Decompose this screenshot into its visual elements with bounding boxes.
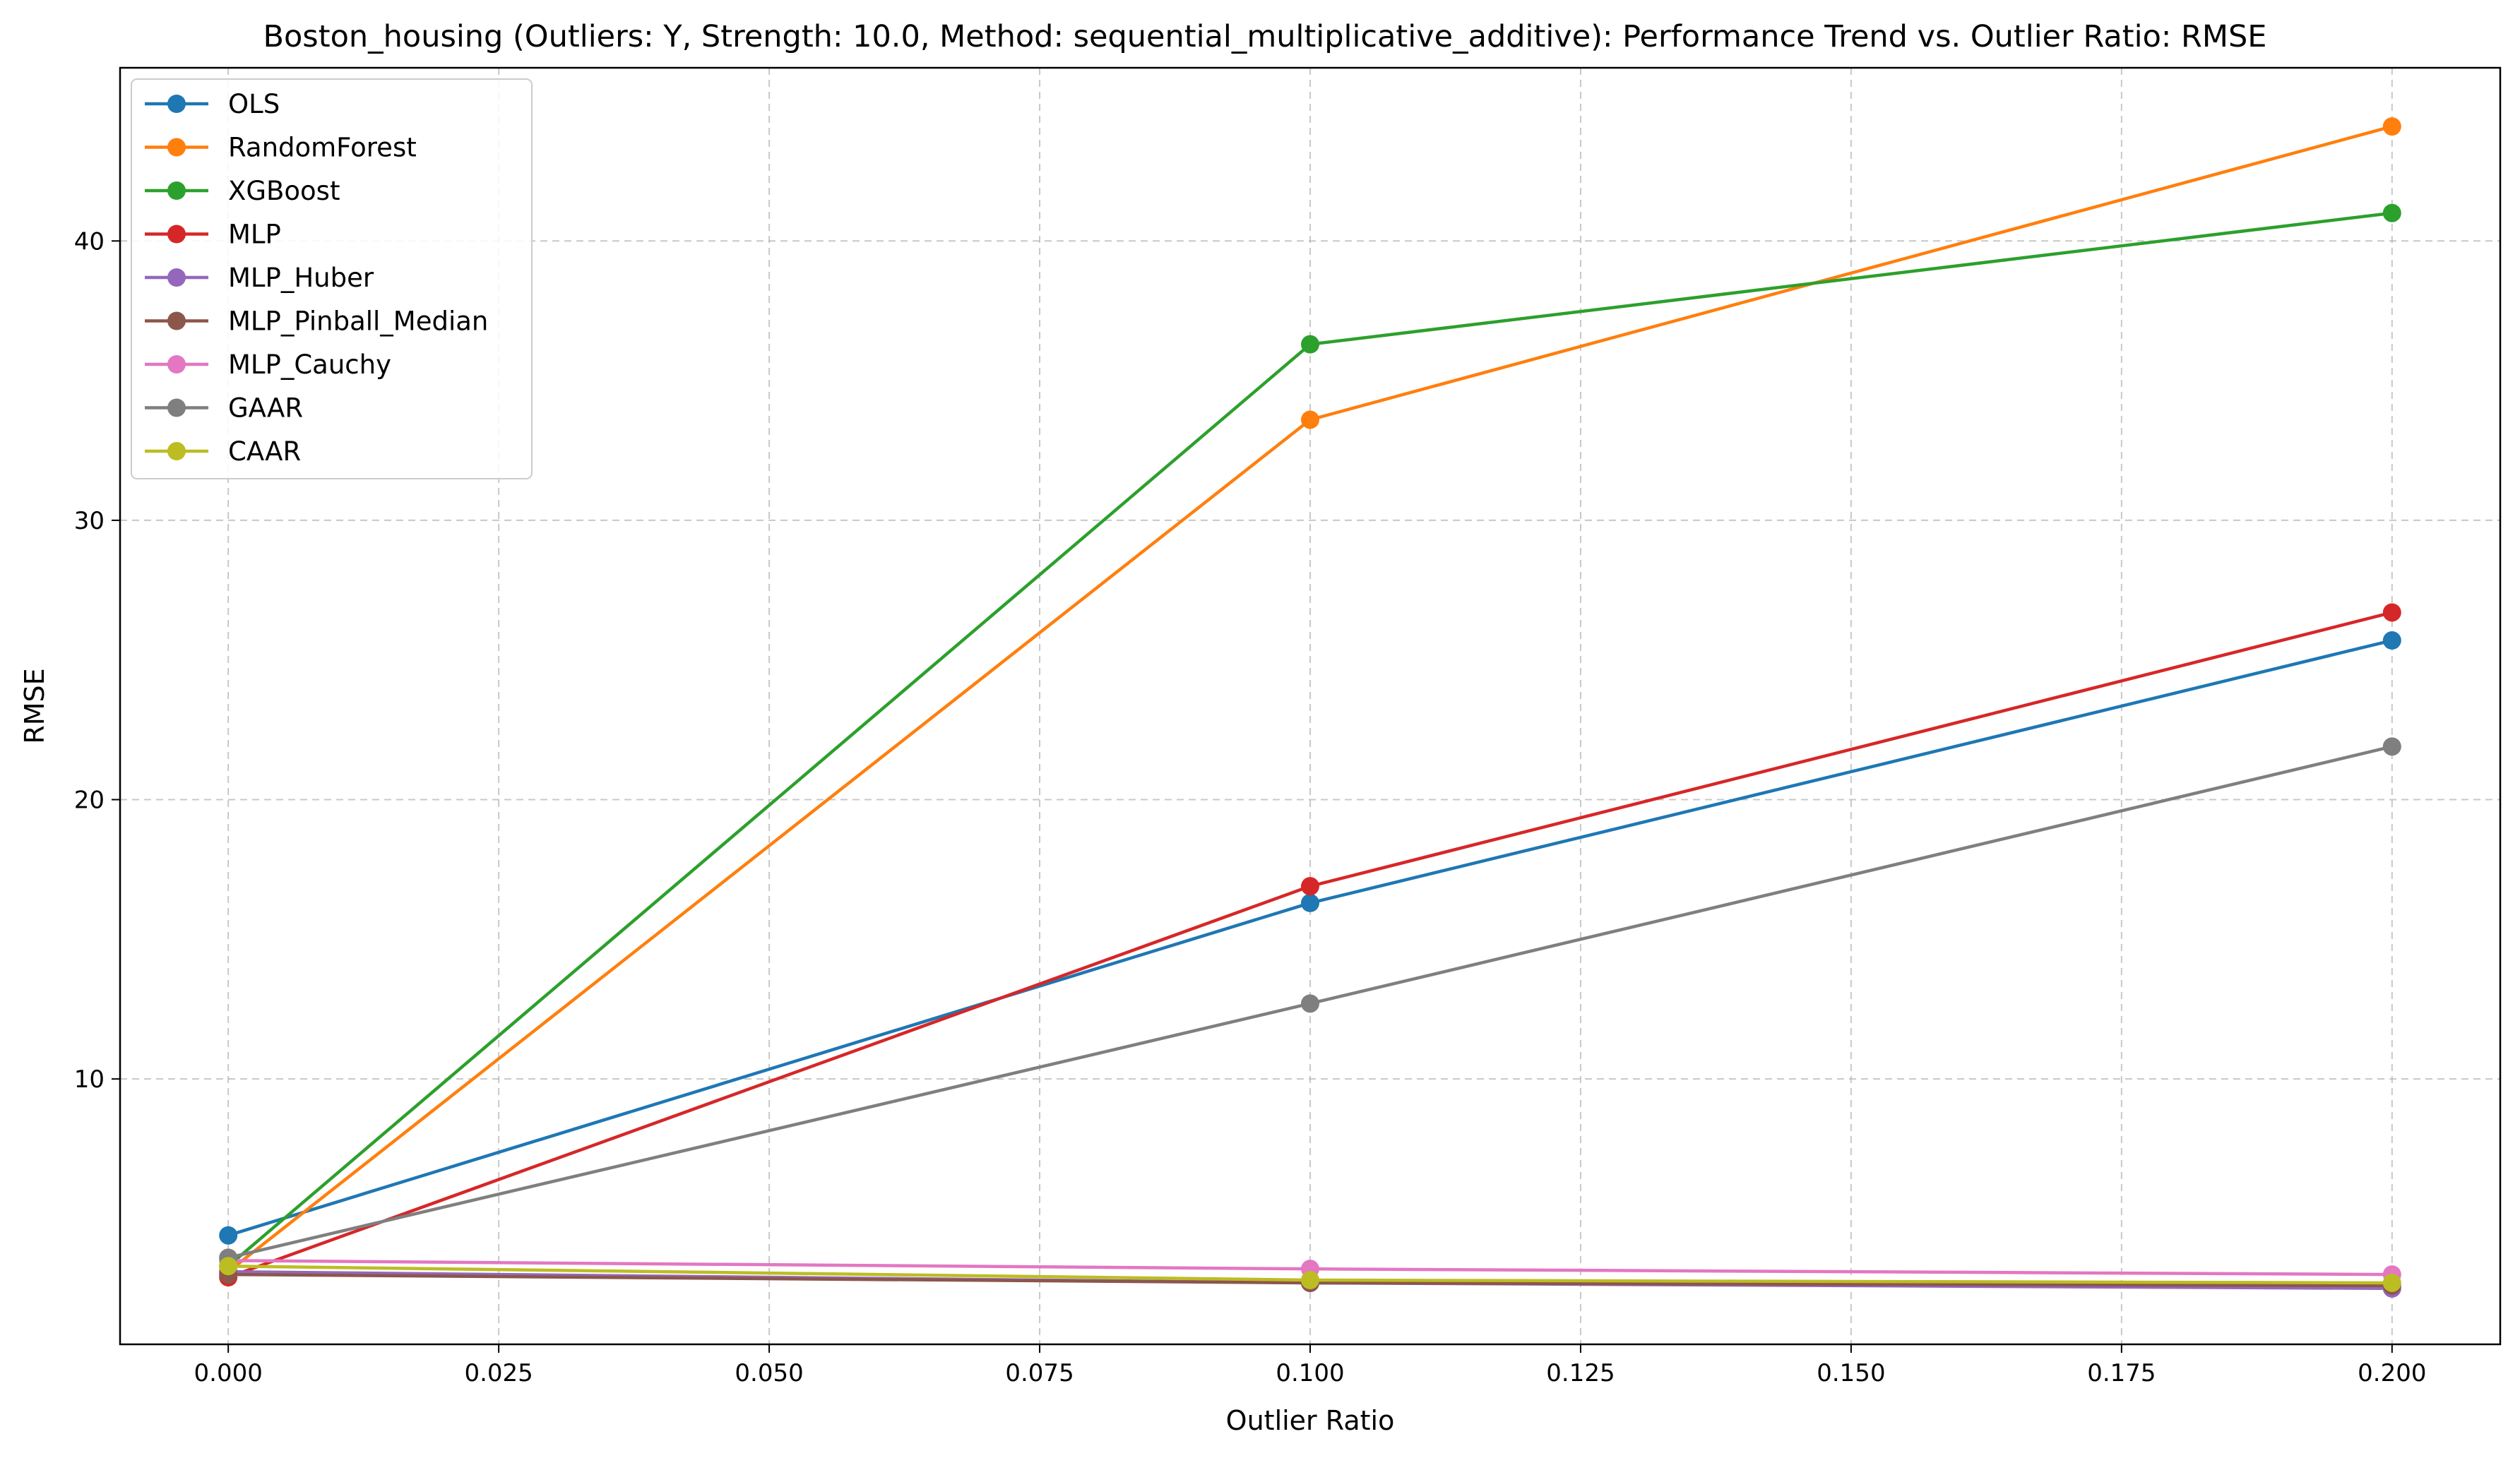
- legend-swatch-marker: [167, 268, 186, 287]
- legend-item-mlp: MLP: [145, 220, 281, 250]
- y-tick-label: 30: [74, 507, 105, 535]
- x-tick-label: 0.150: [1817, 1359, 1885, 1387]
- y-tick-label: 20: [74, 787, 105, 815]
- legend-item-caar: CAAR: [145, 436, 301, 467]
- data-point-randomforest: [2382, 117, 2401, 136]
- legend-swatch-marker: [167, 442, 186, 460]
- legend-item-randomforest: RandomForest: [145, 133, 417, 163]
- data-point-ols: [219, 1226, 238, 1245]
- x-tick-label: 0.025: [464, 1359, 533, 1387]
- legend-label: XGBoost: [228, 176, 340, 206]
- series-caar: [219, 1257, 2401, 1292]
- legend-item-mlp-huber: MLP_Huber: [145, 263, 374, 293]
- x-tick-label: 0.125: [1546, 1359, 1615, 1387]
- x-tick-label: 0.100: [1276, 1359, 1344, 1387]
- x-tick-label: 0.200: [2358, 1359, 2426, 1387]
- data-point-caar: [2382, 1273, 2401, 1292]
- legend-label: MLP_Huber: [228, 263, 374, 293]
- y-tick-label: 10: [74, 1065, 105, 1094]
- x-tick-label: 0.050: [735, 1359, 803, 1387]
- legend-label: RandomForest: [228, 133, 417, 163]
- legend-swatch-marker: [167, 138, 186, 157]
- data-point-gaar: [2382, 737, 2401, 756]
- legend-label: GAAR: [228, 393, 303, 424]
- data-point-ols: [2382, 631, 2401, 650]
- legend-swatch-marker: [167, 181, 186, 200]
- x-tick-label: 0.000: [194, 1359, 263, 1387]
- legend-item-xgboost: XGBoost: [145, 176, 340, 206]
- data-point-mlp: [1301, 877, 1319, 896]
- series-gaar: [219, 737, 2401, 1267]
- x-tick-label: 0.175: [2087, 1359, 2156, 1387]
- y-axis-label: RMSE: [19, 668, 50, 743]
- legend-box: [131, 78, 533, 479]
- legend-swatch-marker: [167, 95, 186, 113]
- legend-label: MLP: [228, 220, 281, 250]
- data-point-mlp: [2382, 603, 2401, 622]
- legend-item-ols: OLS: [145, 89, 280, 119]
- legend-item-mlp-pinball-median: MLP_Pinball_Median: [145, 306, 488, 337]
- series-ols: [219, 631, 2401, 1245]
- legend-label: MLP_Pinball_Median: [228, 306, 488, 337]
- data-point-caar: [219, 1257, 238, 1276]
- data-point-ols: [1301, 893, 1319, 912]
- data-point-gaar: [1301, 994, 1319, 1013]
- legend-swatch-marker: [167, 398, 186, 417]
- legend-swatch-marker: [167, 355, 186, 374]
- legend-label: MLP_Cauchy: [228, 349, 391, 380]
- axis-ticks: 0.000 0.025 0.050 0.075 0.100 0.125 0.150 0.175…: [74, 227, 2427, 1387]
- legend-swatch-marker: [167, 225, 186, 244]
- legend-item-gaar: GAAR: [145, 393, 303, 424]
- y-tick-label: 40: [74, 227, 105, 256]
- x-tick-label: 0.075: [1005, 1359, 1074, 1387]
- legend: OLS RandomForest XGBoost MLP MLP_Huber MLP_Pi…: [131, 78, 533, 479]
- series-lines: [219, 117, 2401, 1298]
- chart-title: Boston_housing (Outliers: Y, Strength: 1…: [263, 19, 2267, 54]
- legend-label: OLS: [228, 89, 280, 119]
- data-point-xgboost: [2382, 203, 2401, 222]
- data-point-randomforest: [1301, 410, 1319, 429]
- legend-swatch-marker: [167, 311, 186, 330]
- data-point-caar: [1301, 1271, 1319, 1290]
- legend-item-mlp-cauchy: MLP_Cauchy: [145, 349, 391, 380]
- x-axis-label: Outlier Ratio: [1226, 1405, 1395, 1436]
- legend-label: CAAR: [228, 436, 301, 467]
- data-point-xgboost: [1301, 335, 1319, 354]
